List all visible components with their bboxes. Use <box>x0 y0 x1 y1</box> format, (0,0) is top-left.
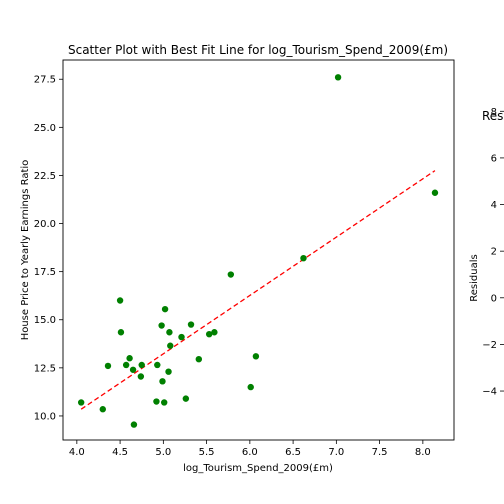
residuals-y-tick-label: 8 <box>491 107 497 118</box>
data-point <box>252 353 260 360</box>
x-axis-label: log_Tourism_Spend_2009(£m) <box>183 463 333 474</box>
data-point <box>161 305 169 313</box>
best-fit-line-group <box>80 170 436 410</box>
x-tick-label: 4.5 <box>112 447 128 458</box>
y-tick-label: 27.5 <box>34 75 56 86</box>
data-point <box>154 361 161 369</box>
data-point <box>129 366 137 373</box>
data-point <box>182 395 190 402</box>
x-tick-label: 5.0 <box>155 447 171 458</box>
data-point <box>205 330 213 338</box>
data-point <box>158 322 165 329</box>
data-point <box>77 399 85 406</box>
residuals-y-tick-label: 6 <box>491 153 497 164</box>
residuals-y-tick-label: 2 <box>491 247 497 258</box>
x-tick-label: 5.5 <box>199 447 215 458</box>
y-tick-label: 17.5 <box>34 267 56 278</box>
data-point <box>104 362 112 370</box>
x-tick-label: 7.0 <box>328 447 344 458</box>
x-axis: 4.0 4.5 5.0 5.5 6.0 6.5 7.0 7.5 8.0 <box>69 440 431 458</box>
y-tick-label: 22.5 <box>34 171 56 182</box>
data-point <box>137 373 145 380</box>
x-tick-label: 8.0 <box>415 447 431 458</box>
chart-title: Scatter Plot with Best Fit Line for log_… <box>68 43 448 57</box>
y-tick-label: 25.0 <box>34 123 56 134</box>
data-point <box>178 333 185 341</box>
data-point <box>165 368 172 375</box>
residuals-chart-title: Resi <box>482 109 504 123</box>
data-point <box>334 74 342 81</box>
data-point <box>187 321 195 328</box>
plot-frame <box>62 59 455 441</box>
main-scatter-plot: Scatter Plot with Best Fit Line for log_… <box>20 43 455 474</box>
data-point <box>195 355 203 363</box>
data-point <box>122 361 130 369</box>
residuals-y-tick-label: −2 <box>482 340 497 351</box>
data-point <box>300 254 307 262</box>
residuals-y-tick-label: −4 <box>482 387 497 398</box>
data-point <box>431 189 439 196</box>
data-point <box>247 383 254 391</box>
residuals-plot-partial: Resi Residuals 8 6 4 2 0 −2 −4 <box>469 107 504 398</box>
x-tick-label: 6.0 <box>242 447 258 458</box>
data-point <box>126 355 133 362</box>
y-axis-label: House Price to Yearly Earnings Ratio <box>20 160 31 341</box>
data-point <box>138 361 145 369</box>
data-point <box>159 378 166 385</box>
y-tick-label: 20.0 <box>34 219 56 230</box>
data-point <box>166 329 173 336</box>
x-tick-label: 6.5 <box>285 447 301 458</box>
x-tick-label: 7.5 <box>372 447 388 458</box>
best-fit-line <box>80 170 436 410</box>
y-tick-label: 15.0 <box>34 315 56 326</box>
data-point <box>153 398 160 405</box>
residuals-y-tick-label: 0 <box>491 293 497 304</box>
y-axis: 10.0 12.5 15.0 17.5 20.0 22.5 25.0 27.5 <box>34 75 63 422</box>
data-point <box>117 329 125 336</box>
y-tick-label: 10.0 <box>34 411 56 422</box>
data-point <box>99 406 106 413</box>
data-points <box>77 74 439 428</box>
data-point <box>167 342 174 349</box>
residuals-y-axis-label: Residuals <box>469 254 480 301</box>
residuals-y-tick-label: 4 <box>491 200 497 211</box>
x-tick-label: 4.0 <box>69 447 85 458</box>
data-point <box>227 271 235 278</box>
data-point <box>161 399 168 406</box>
data-point <box>130 421 138 428</box>
residuals-y-axis: 8 6 4 2 0 −2 −4 <box>482 107 504 398</box>
data-point <box>211 329 218 336</box>
y-tick-label: 12.5 <box>34 363 56 374</box>
data-point <box>116 297 124 304</box>
